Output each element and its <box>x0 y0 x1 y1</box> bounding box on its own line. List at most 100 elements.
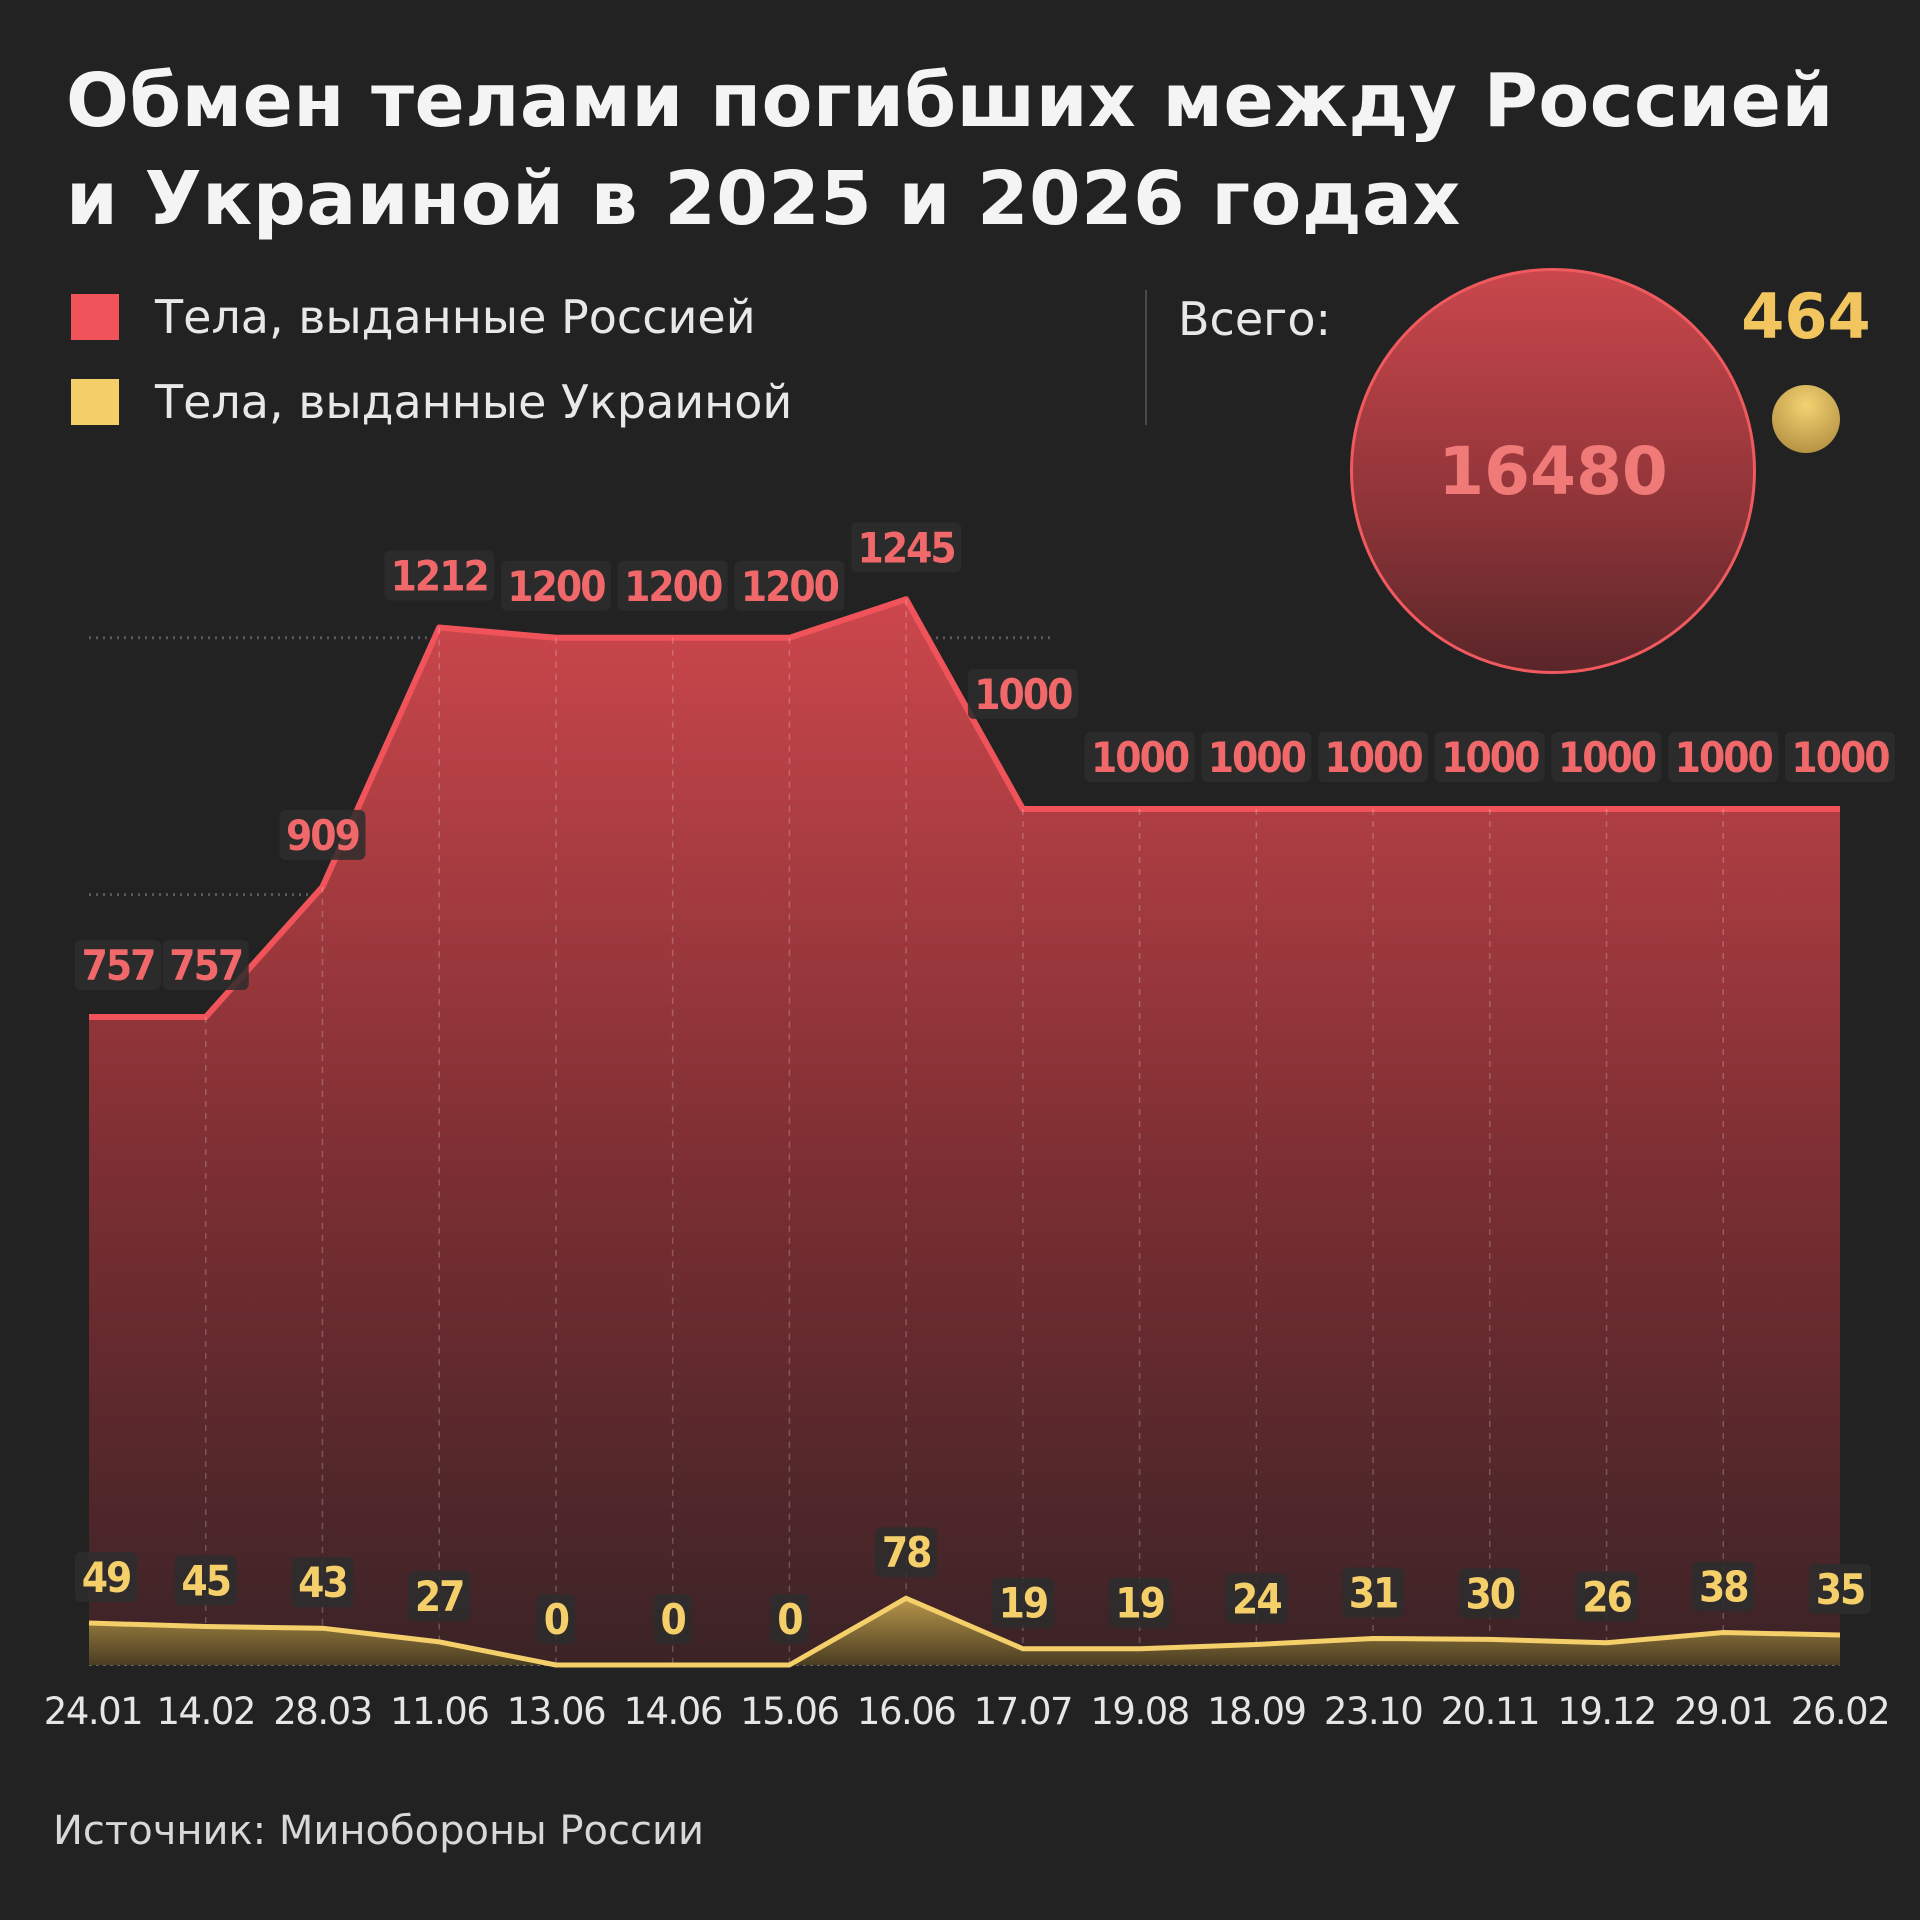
data-label: 31 <box>1349 1568 1398 1617</box>
data-label-box <box>1108 1577 1171 1628</box>
x-tick-label: 11.06 <box>390 1690 488 1733</box>
data-label-box <box>770 1594 809 1644</box>
data-label-box <box>1809 1564 1871 1615</box>
data-label: 38 <box>1699 1562 1748 1611</box>
data-label-box <box>279 809 366 860</box>
data-label: 757 <box>169 941 242 990</box>
data-label: 1245 <box>858 523 955 572</box>
ukraine-total-circle <box>1772 385 1840 453</box>
data-label: 1200 <box>507 562 605 611</box>
chart-title: Обмен телами погибших между Россией и Ук… <box>66 58 1834 242</box>
data-label: 30 <box>1466 1569 1515 1618</box>
x-tick-label: 15.06 <box>740 1690 838 1733</box>
legend-swatch-yellow <box>71 379 119 425</box>
data-label: 26 <box>1582 1573 1631 1622</box>
x-tick-label: 14.06 <box>623 1690 721 1733</box>
data-label-box <box>1668 732 1779 782</box>
data-label: 43 <box>298 1558 347 1607</box>
data-label: 1212 <box>391 552 488 601</box>
x-tick-label: 13.06 <box>507 1690 605 1733</box>
russia-line <box>89 596 1840 1021</box>
data-label-box <box>162 940 249 991</box>
data-label-box <box>967 669 1078 719</box>
x-tick-label: 29.01 <box>1674 1690 1772 1733</box>
data-label-box <box>1225 1573 1288 1624</box>
data-label-box <box>1318 732 1429 782</box>
data-label: 1000 <box>1441 733 1539 782</box>
data-label-box <box>1785 732 1895 782</box>
ukraine-series <box>88 1595 1841 1668</box>
data-label: 1200 <box>741 562 839 611</box>
russia-series <box>89 596 1840 1665</box>
data-label: 19 <box>999 1579 1048 1628</box>
data-label-box <box>1575 1571 1638 1622</box>
total-label: Всего: <box>1178 292 1331 346</box>
data-label: 1000 <box>1324 733 1422 782</box>
ukraine-area <box>89 1598 1840 1665</box>
data-label: 1000 <box>1091 733 1189 782</box>
data-label: 0 <box>661 1595 686 1644</box>
legend-item-ukraine: Тела, выданные Украиной <box>71 375 792 429</box>
data-label: 35 <box>1816 1565 1865 1614</box>
data-label-box <box>500 560 611 611</box>
data-label: 1000 <box>1675 733 1773 782</box>
data-label-box <box>1342 1567 1405 1618</box>
x-axis-ticks: 24.01 14.02 28.03 11.06 13.06 14.06 15.06 16.06… <box>44 1690 1891 1733</box>
data-label: 0 <box>544 1595 569 1644</box>
data-label: 1000 <box>1791 733 1889 782</box>
data-label-box <box>1458 1568 1521 1619</box>
data-label: 909 <box>286 811 359 860</box>
x-tick-label: 26.02 <box>1791 1690 1889 1733</box>
data-label: 757 <box>82 941 155 990</box>
data-label-box <box>875 1527 938 1578</box>
russia-total-circle: 16480 <box>1350 268 1756 674</box>
data-label-box <box>1201 732 1312 782</box>
data-label-box <box>734 560 845 611</box>
data-label: 1000 <box>1558 733 1656 782</box>
divider <box>1145 290 1147 425</box>
legend-label: Тела, выданные Россией <box>155 290 756 344</box>
data-label: 0 <box>777 1595 802 1644</box>
russia-area <box>89 599 1840 1665</box>
source-note: Источник: Минобороны России <box>53 1808 704 1854</box>
data-label-box <box>536 1594 575 1644</box>
data-label-box <box>653 1594 692 1644</box>
russia-total-value: 16480 <box>1438 432 1668 510</box>
legend-swatch-red <box>71 294 119 340</box>
data-label: 45 <box>181 1556 230 1605</box>
data-label: 49 <box>82 1553 131 1602</box>
x-tick-label: 19.12 <box>1557 1690 1655 1733</box>
x-tick-label: 28.03 <box>273 1690 371 1733</box>
x-tick-label: 18.09 <box>1207 1690 1305 1733</box>
data-label-box <box>991 1577 1054 1628</box>
legend-item-russia: Тела, выданные Россией <box>71 290 756 344</box>
data-label-box <box>1692 1561 1755 1612</box>
data-label-box <box>1084 732 1195 782</box>
data-label: 24 <box>1232 1574 1281 1623</box>
data-label: 1000 <box>1208 733 1306 782</box>
data-labels: 757 757 909 1212 1200 1200 1200 1245 1000 1000 100… <box>75 522 1895 1644</box>
data-label-box <box>384 550 495 601</box>
ukraine-total-value: 464 <box>1741 280 1871 353</box>
data-label-box <box>174 1555 237 1606</box>
x-tick-label: 14.02 <box>157 1690 255 1733</box>
data-label-box <box>851 522 962 573</box>
data-label-box <box>617 560 728 611</box>
x-tick-label: 17.07 <box>974 1690 1072 1733</box>
data-label-box <box>75 1552 137 1603</box>
legend-label: Тела, выданные Украиной <box>155 375 793 429</box>
data-label-box <box>1551 732 1662 782</box>
data-label-box <box>1434 732 1545 782</box>
x-tick-label: 20.11 <box>1441 1690 1539 1733</box>
data-label-box <box>75 940 161 991</box>
data-label: 1200 <box>624 562 722 611</box>
x-tick-label: 19.08 <box>1090 1690 1188 1733</box>
data-label: 78 <box>882 1528 931 1577</box>
ukraine-line <box>88 1595 1841 1668</box>
data-label: 19 <box>1115 1579 1164 1628</box>
data-label: 27 <box>415 1572 464 1621</box>
data-label: 1000 <box>974 670 1072 719</box>
x-tick-label: 23.10 <box>1324 1690 1422 1733</box>
x-tick-label: 16.06 <box>857 1690 955 1733</box>
